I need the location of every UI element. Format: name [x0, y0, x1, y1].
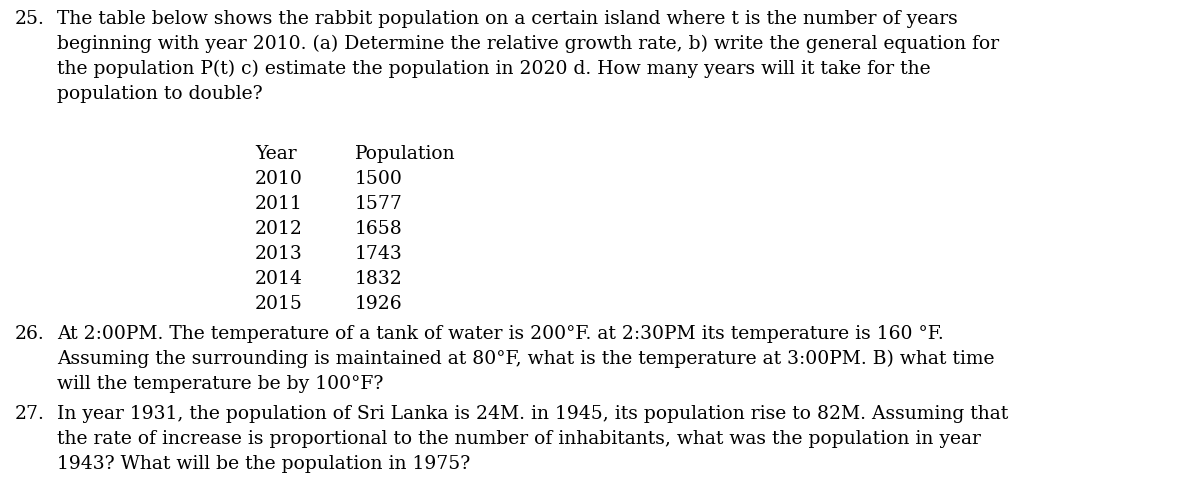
Text: Year: Year: [256, 145, 296, 163]
Text: 2014: 2014: [256, 270, 302, 288]
Text: 2011: 2011: [256, 195, 302, 213]
Text: Population: Population: [355, 145, 456, 163]
Text: 25.: 25.: [14, 10, 44, 28]
Text: 1926: 1926: [355, 295, 403, 313]
Text: 1743: 1743: [355, 245, 403, 263]
Text: the rate of increase is proportional to the number of inhabitants, what was the : the rate of increase is proportional to …: [58, 430, 980, 448]
Text: 26.: 26.: [14, 325, 44, 343]
Text: The table below shows the rabbit population on a certain island where t is the n: The table below shows the rabbit populat…: [58, 10, 958, 28]
Text: At 2:00PM. The temperature of a tank of water is 200°F. at 2:30PM its temperatur: At 2:00PM. The temperature of a tank of …: [58, 325, 943, 343]
Text: 2010: 2010: [256, 170, 302, 188]
Text: 2012: 2012: [256, 220, 302, 238]
Text: 27.: 27.: [14, 405, 44, 423]
Text: 2015: 2015: [256, 295, 302, 313]
Text: 1832: 1832: [355, 270, 403, 288]
Text: Assuming the surrounding is maintained at 80°F, what is the temperature at 3:00P: Assuming the surrounding is maintained a…: [58, 350, 995, 368]
Text: 1658: 1658: [355, 220, 403, 238]
Text: beginning with year 2010. (a) Determine the relative growth rate, b) write the g: beginning with year 2010. (a) Determine …: [58, 35, 1000, 53]
Text: In year 1931, the population of Sri Lanka is 24M. in 1945, its population rise t: In year 1931, the population of Sri Lank…: [58, 405, 1008, 423]
Text: 1577: 1577: [355, 195, 403, 213]
Text: population to double?: population to double?: [58, 85, 263, 103]
Text: the population P(t) c) estimate the population in 2020 d. How many years will it: the population P(t) c) estimate the popu…: [58, 60, 931, 78]
Text: 2013: 2013: [256, 245, 302, 263]
Text: 1943? What will be the population in 1975?: 1943? What will be the population in 197…: [58, 455, 470, 473]
Text: 1500: 1500: [355, 170, 403, 188]
Text: will the temperature be by 100°F?: will the temperature be by 100°F?: [58, 375, 383, 393]
